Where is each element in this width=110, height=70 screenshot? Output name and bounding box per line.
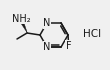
Text: HCl: HCl (83, 29, 101, 39)
Text: F: F (66, 41, 71, 50)
Polygon shape (21, 21, 27, 33)
Text: NH₂: NH₂ (12, 14, 30, 24)
Text: N: N (43, 18, 51, 28)
Text: N: N (43, 42, 51, 52)
